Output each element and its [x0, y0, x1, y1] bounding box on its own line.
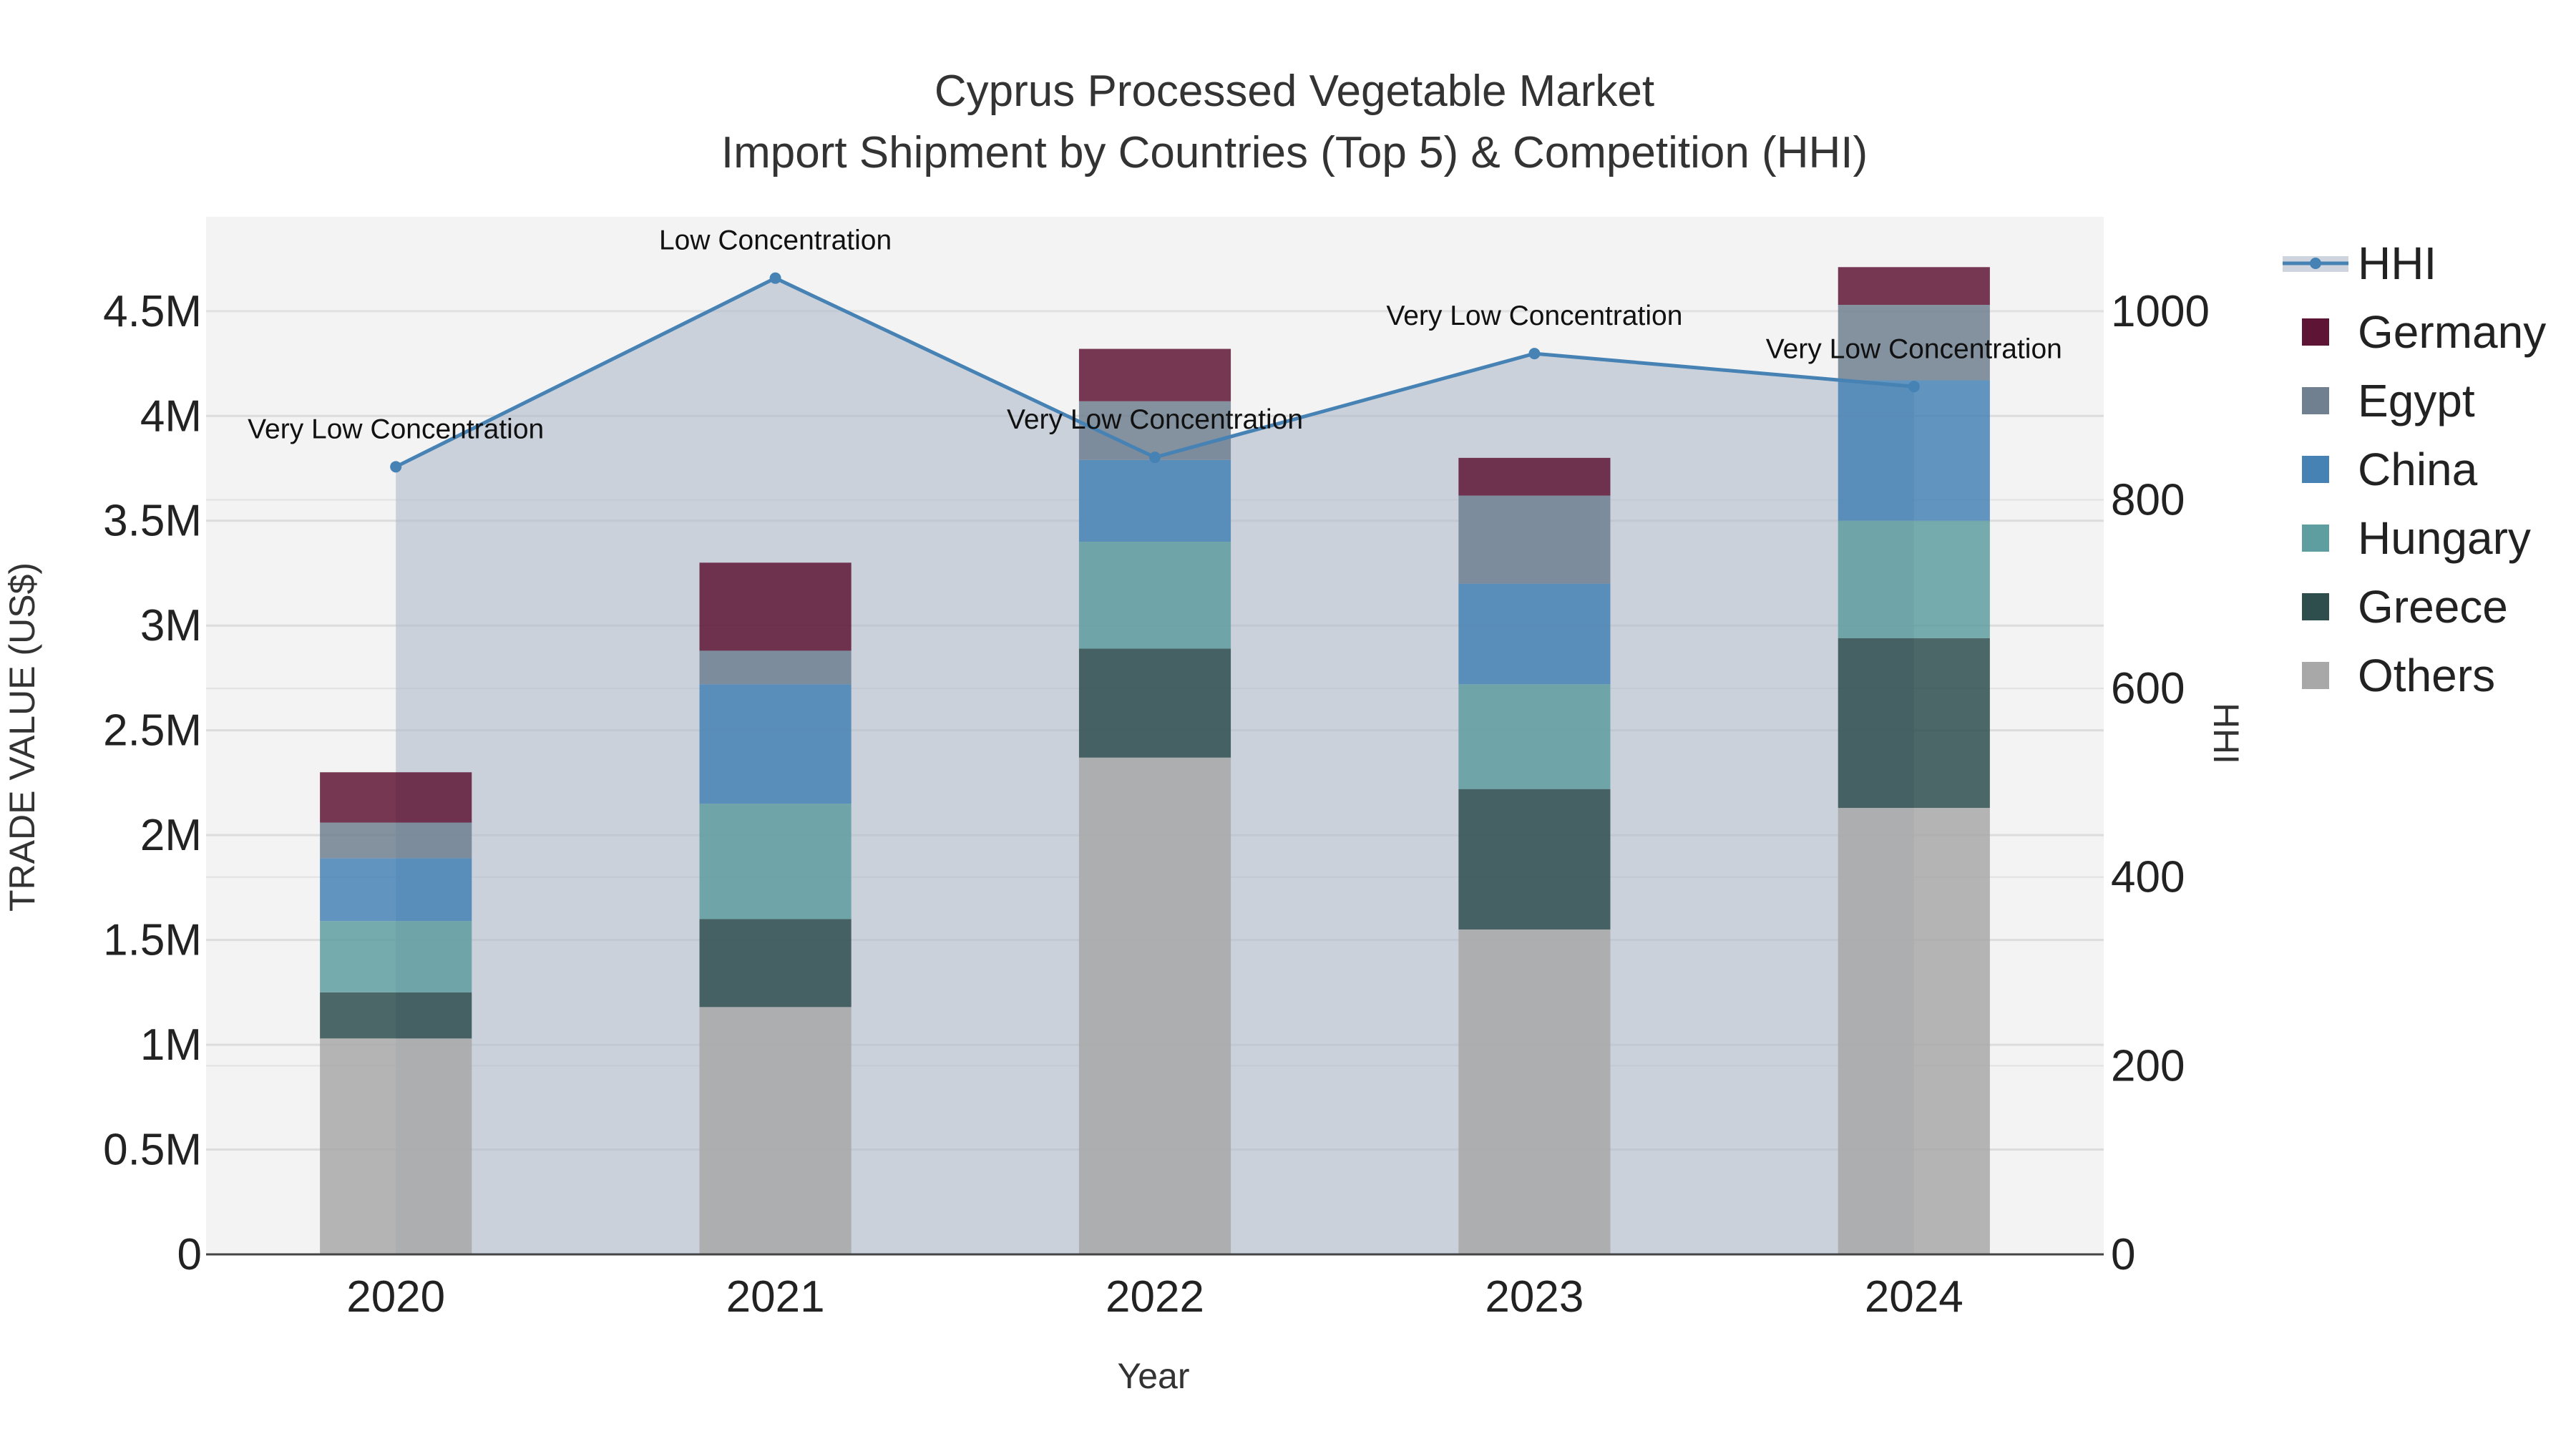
legend-swatch-greece: [2302, 593, 2329, 620]
hhi-point-2020: [390, 461, 402, 473]
legend-swatch-others: [2302, 662, 2329, 689]
bar-china-2021: [699, 684, 852, 804]
y2-tick-label: 400: [2111, 853, 2185, 902]
y2-tick-label: 0: [2111, 1230, 2135, 1279]
y-tick-label: 0: [177, 1230, 202, 1279]
hhi-label-2020: Very Low Concentration: [248, 414, 544, 444]
legend-swatch-china: [2302, 456, 2329, 483]
axes: 2020 2021 2022 2023 2024 0 0.5M 1M 1.5M 2M 2.5M 3M 3…: [103, 287, 2210, 1322]
bar-greece-2024: [1838, 638, 1990, 809]
bar-egypt-2021: [699, 650, 852, 685]
bar-china-2020: [320, 858, 472, 922]
hhi-point-2024: [1908, 381, 1920, 393]
bar-others-2023: [1458, 929, 1611, 1254]
bar-germany-2023: [1458, 457, 1611, 496]
bar-egypt-2024: [1838, 305, 1990, 381]
y-tick-label: 4M: [140, 391, 202, 441]
legend-label-hungary: Hungary: [2358, 512, 2531, 564]
chart-title-line1: Cyprus Processed Vegetable Market: [935, 67, 1654, 116]
bar-others-2024: [1838, 808, 1990, 1254]
y-tick-label: 4.5M: [103, 287, 202, 336]
hhi-label-2021: Low Concentration: [659, 225, 892, 256]
x-tick-label: 2020: [346, 1272, 445, 1322]
hhi-label-2024: Very Low Concentration: [1766, 333, 2062, 364]
bar-greece-2023: [1458, 789, 1611, 930]
bar-others-2022: [1078, 757, 1231, 1254]
hhi-line-layer: [390, 272, 1920, 473]
legend-swatch-hungary: [2302, 525, 2329, 552]
legend-label-others: Others: [2358, 650, 2495, 701]
legend-swatch-egypt: [2302, 387, 2329, 414]
bar-china-2023: [1458, 583, 1611, 685]
chart-title: Cyprus Processed Vegetable Market Import…: [721, 67, 1868, 177]
bar-hungary-2020: [320, 921, 472, 992]
bar-egypt-2020: [320, 822, 472, 859]
bars-layer: [320, 267, 1990, 1254]
x-tick-label: 2023: [1485, 1272, 1584, 1322]
y2-axis-title: HHI: [2206, 703, 2246, 764]
x-tick-label: 2022: [1106, 1272, 1204, 1322]
y-tick-label: 3.5M: [103, 497, 202, 546]
bar-greece-2020: [320, 992, 472, 1039]
y-tick-label: 1M: [140, 1020, 202, 1070]
bar-germany-2021: [699, 562, 852, 651]
bar-egypt-2022: [1078, 401, 1231, 460]
bar-china-2024: [1838, 380, 1990, 521]
legend-label-egypt: Egypt: [2358, 375, 2475, 426]
legend-hhi-marker: [2310, 258, 2321, 269]
bar-greece-2021: [699, 919, 852, 1008]
y-tick-label: 1.5M: [103, 916, 202, 965]
y-axis-title: TRADE VALUE (US$): [2, 562, 42, 912]
hhi-label-2023: Very Low Concentration: [1386, 301, 1682, 331]
legend-label-germany: Germany: [2358, 306, 2546, 358]
bar-hungary-2021: [699, 804, 852, 919]
hhi-point-2021: [769, 272, 781, 284]
bar-germany-2020: [320, 772, 472, 823]
bar-others-2020: [320, 1038, 472, 1254]
bar-china-2022: [1078, 459, 1231, 542]
y2-tick-label: 200: [2111, 1041, 2185, 1091]
y2-tick-label: 800: [2111, 475, 2185, 525]
y-tick-label: 2M: [140, 811, 202, 860]
hhi-point-2022: [1149, 452, 1161, 464]
legend-label-greece: Greece: [2358, 581, 2508, 633]
hhi-annotations: Very Low Concentration Low Concentration V…: [248, 225, 2062, 445]
bar-greece-2022: [1078, 648, 1231, 758]
bar-others-2021: [699, 1007, 852, 1254]
bar-hungary-2023: [1458, 684, 1611, 789]
x-tick-label: 2021: [726, 1272, 825, 1322]
y-tick-label: 3M: [140, 601, 202, 650]
x-axis-title: Year: [1117, 1356, 1189, 1396]
bar-germany-2022: [1078, 348, 1231, 401]
bar-hungary-2022: [1078, 542, 1231, 649]
bar-hungary-2024: [1838, 520, 1990, 638]
bar-egypt-2023: [1458, 495, 1611, 584]
bar-germany-2024: [1838, 267, 1990, 306]
x-tick-label: 2024: [1865, 1272, 1963, 1322]
chart-subtitle: Import Shipment by Countries (Top 5) & C…: [721, 128, 1868, 177]
legend-swatch-germany: [2302, 318, 2329, 346]
hhi-label-2022: Very Low Concentration: [1007, 404, 1303, 435]
y-tick-label: 2.5M: [103, 706, 202, 756]
legend-label-china: China: [2358, 444, 2478, 495]
legend: HHI Germany Egypt China Hungary Greece Others: [2283, 238, 2546, 701]
y2-tick-label: 600: [2111, 664, 2185, 713]
y2-tick-label: 1000: [2111, 287, 2210, 336]
hhi-point-2023: [1528, 348, 1541, 360]
y-tick-label: 0.5M: [103, 1126, 202, 1175]
legend-label-hhi: HHI: [2358, 238, 2436, 289]
